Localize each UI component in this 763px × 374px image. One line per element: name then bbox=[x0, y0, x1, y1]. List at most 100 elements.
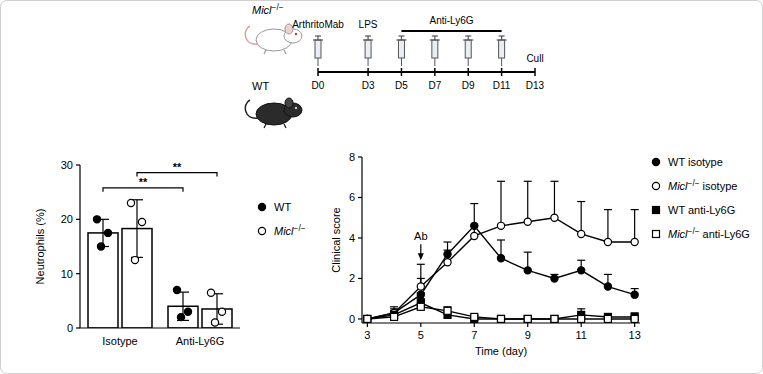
error-cap bbox=[497, 239, 505, 240]
data-point bbox=[211, 319, 218, 326]
x-tick bbox=[367, 323, 368, 327]
data-point bbox=[524, 267, 531, 274]
syringe-flange bbox=[463, 39, 473, 40]
syringe-barrel bbox=[365, 40, 371, 58]
x-axis-label: Time (day) bbox=[475, 345, 527, 357]
timeline-label: D0 bbox=[312, 80, 325, 91]
x-tick-label: 5 bbox=[418, 329, 424, 341]
timeline-tick bbox=[534, 68, 536, 76]
group-label: WT bbox=[252, 80, 269, 92]
x-tick-label: 11 bbox=[575, 329, 586, 341]
timeline-label: D11 bbox=[493, 80, 511, 91]
x-tick-label: 13 bbox=[629, 329, 641, 341]
series-line bbox=[367, 226, 634, 319]
data-point bbox=[417, 303, 424, 310]
timeline-tick bbox=[367, 68, 369, 76]
error-bar bbox=[604, 210, 612, 242]
error-line bbox=[500, 181, 501, 226]
error-line bbox=[136, 200, 137, 258]
timeline-label: D13 bbox=[526, 80, 545, 91]
x-tick bbox=[581, 323, 582, 327]
data-point bbox=[218, 308, 225, 315]
x-tick bbox=[474, 323, 475, 327]
group-label: Micl−/− bbox=[252, 3, 284, 16]
text-part: −/− bbox=[688, 227, 700, 236]
y-tick bbox=[358, 197, 362, 198]
syringe-plunger bbox=[432, 35, 438, 36]
error-cap bbox=[631, 209, 639, 210]
data-point bbox=[578, 230, 585, 237]
y-axis bbox=[361, 157, 362, 323]
error-cap bbox=[524, 181, 532, 182]
timeline-label: D7 bbox=[428, 80, 441, 91]
y-tick bbox=[358, 156, 362, 157]
treatment-bar bbox=[401, 30, 501, 32]
event-label: Cull bbox=[526, 53, 543, 64]
data-point bbox=[471, 222, 478, 229]
data-point bbox=[364, 315, 371, 322]
text-part: −/− bbox=[688, 179, 700, 188]
syringe-barrel bbox=[315, 40, 321, 58]
text-part: Micl bbox=[274, 225, 294, 237]
y-tick-label: 6 bbox=[349, 191, 355, 203]
data-point bbox=[631, 238, 638, 245]
data-point bbox=[471, 232, 478, 239]
error-cap bbox=[497, 181, 505, 182]
text-part: isotype bbox=[700, 180, 738, 192]
syringe bbox=[396, 36, 406, 66]
x-tick-label: 7 bbox=[471, 329, 477, 341]
x-tick-label: 9 bbox=[525, 329, 531, 341]
syringe bbox=[313, 36, 323, 66]
error-line bbox=[607, 210, 608, 242]
y-axis-label: Neutrophils (%) bbox=[34, 209, 46, 285]
data-point bbox=[471, 313, 478, 320]
error-bar bbox=[550, 181, 558, 217]
data-point bbox=[578, 315, 585, 322]
data-point bbox=[127, 199, 134, 206]
text-part: Micl bbox=[668, 228, 688, 240]
y-tick-label: 0 bbox=[67, 322, 73, 334]
annotation-label: Ab bbox=[414, 230, 427, 242]
x-tick bbox=[420, 323, 421, 327]
x-axis bbox=[362, 322, 640, 323]
syringe bbox=[497, 36, 507, 66]
error-bar bbox=[497, 181, 505, 226]
timeline-tick bbox=[317, 68, 319, 76]
syringe bbox=[430, 36, 440, 66]
data-point bbox=[524, 315, 531, 322]
frame bbox=[1, 1, 763, 374]
error-cap bbox=[470, 203, 478, 204]
syringe-flange bbox=[497, 39, 507, 40]
error-bar bbox=[524, 181, 532, 221]
syringe-needle bbox=[434, 58, 435, 66]
timeline-tick bbox=[401, 68, 403, 76]
mouse-icon bbox=[245, 98, 302, 128]
syringe-flange bbox=[430, 39, 440, 40]
data-point bbox=[578, 267, 585, 274]
legend-marker bbox=[258, 203, 265, 210]
significance-bracket bbox=[137, 173, 217, 177]
error-cap bbox=[577, 308, 585, 309]
error-bar bbox=[177, 292, 189, 320]
syringe-plunger bbox=[398, 35, 404, 36]
significance-label: ** bbox=[173, 161, 182, 173]
data-point bbox=[364, 315, 371, 322]
text-part: Micl bbox=[668, 180, 688, 192]
legend-label: Micl−/− bbox=[274, 224, 306, 237]
data-point bbox=[524, 315, 531, 322]
syringe-needle bbox=[318, 58, 319, 66]
error-line bbox=[554, 181, 555, 217]
legend-marker bbox=[653, 231, 660, 238]
x-tick-label: 3 bbox=[364, 329, 370, 341]
data-point bbox=[138, 218, 145, 225]
data-point bbox=[551, 315, 558, 322]
y-axis-label: Clinical score bbox=[330, 207, 342, 272]
data-point bbox=[131, 256, 138, 263]
text-part: anti-Ly6G bbox=[700, 228, 750, 240]
legend-marker bbox=[653, 207, 660, 214]
syringe-plunger bbox=[465, 35, 471, 36]
syringe-plunger bbox=[365, 35, 371, 36]
data-point bbox=[417, 283, 424, 290]
error-cap bbox=[631, 288, 639, 289]
annotation-arrowhead bbox=[418, 253, 424, 260]
